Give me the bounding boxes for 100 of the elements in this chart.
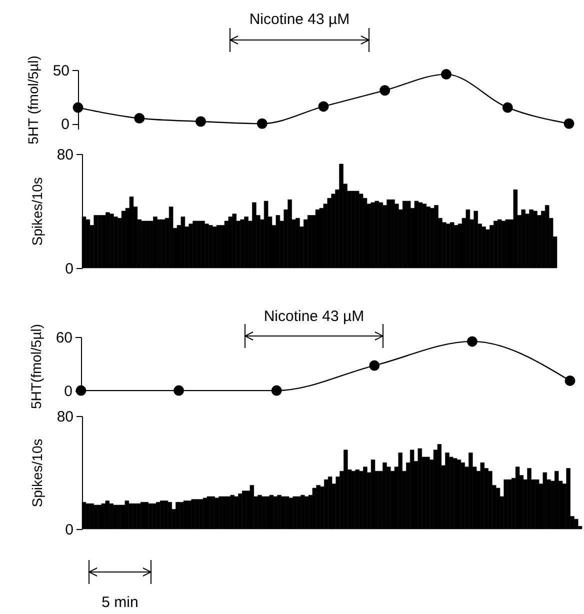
bar (533, 210, 538, 268)
bar (426, 206, 430, 268)
bar (86, 503, 90, 530)
bar (296, 218, 300, 268)
bar (188, 224, 193, 268)
bar (442, 222, 446, 268)
bar (529, 209, 534, 268)
bar (86, 219, 90, 268)
point (174, 385, 184, 396)
bar (566, 468, 570, 530)
bar (344, 450, 348, 530)
bar (418, 202, 423, 268)
y-tick-label: 0 (65, 522, 74, 538)
bar (191, 499, 196, 530)
bar (304, 219, 308, 268)
bar (351, 190, 356, 268)
y-axis-title: 5HT (fmol/5µl) (24, 56, 41, 144)
bar (434, 205, 438, 268)
bar (210, 496, 215, 530)
bar (214, 498, 219, 530)
point (369, 360, 380, 371)
bar (482, 226, 486, 268)
point (441, 69, 452, 80)
bar (450, 222, 454, 268)
bar (276, 215, 280, 268)
bar (226, 496, 231, 530)
bar (505, 219, 510, 268)
bar (370, 460, 376, 530)
bar (252, 202, 256, 268)
bar (312, 488, 317, 530)
y-tick-label: 0 (64, 383, 72, 400)
bar (105, 500, 110, 530)
bar (168, 502, 172, 530)
bar (90, 503, 94, 530)
point (271, 385, 282, 396)
bar (480, 462, 484, 530)
point (466, 336, 478, 347)
bar (386, 199, 391, 268)
bar (574, 518, 578, 530)
bar (180, 216, 186, 268)
bar (244, 216, 248, 268)
point (196, 116, 206, 127)
bar (445, 452, 450, 530)
bar (468, 452, 473, 530)
bar (497, 219, 502, 268)
bar (114, 216, 118, 268)
text: Nicotine 43 µM (249, 11, 350, 28)
bar (129, 196, 134, 268)
bar (204, 224, 209, 268)
bar (402, 200, 407, 268)
bar (281, 496, 286, 530)
bar (382, 462, 387, 530)
bar (390, 199, 395, 268)
bar (422, 204, 427, 268)
bar (234, 496, 238, 530)
bar (250, 485, 254, 530)
bar (446, 224, 450, 268)
bar (238, 494, 242, 530)
bar (206, 496, 212, 530)
bar (153, 216, 158, 268)
y-tick-label: 0 (65, 260, 74, 278)
bar (277, 494, 282, 530)
bar (354, 190, 360, 268)
bar (101, 503, 106, 530)
bar (106, 212, 110, 268)
bar (394, 204, 399, 268)
bar (315, 209, 320, 268)
point (134, 113, 145, 124)
bar (521, 209, 526, 268)
bar (508, 479, 512, 530)
bar (351, 470, 356, 530)
bar (157, 219, 162, 268)
bar (370, 202, 376, 268)
point (256, 118, 268, 129)
bar (148, 503, 152, 530)
bar (307, 215, 312, 268)
point (380, 85, 390, 96)
bar (258, 494, 262, 530)
bar (161, 219, 166, 268)
bar (208, 225, 213, 268)
bar (525, 214, 530, 268)
y-tick-label: 60 (56, 330, 72, 346)
bar (262, 496, 266, 530)
point (564, 375, 576, 386)
bar (192, 220, 197, 268)
bar (418, 448, 422, 530)
bar (183, 500, 188, 530)
bar (288, 199, 292, 268)
point (564, 118, 574, 129)
point (318, 101, 329, 112)
bar (200, 220, 205, 268)
y-tick-label: 50 (52, 62, 70, 80)
bar (496, 488, 500, 530)
bar (359, 470, 364, 530)
bar (132, 503, 137, 530)
bar (128, 503, 133, 530)
bar (363, 466, 368, 530)
bar (224, 220, 229, 268)
bar (316, 485, 320, 530)
bar (460, 462, 465, 530)
